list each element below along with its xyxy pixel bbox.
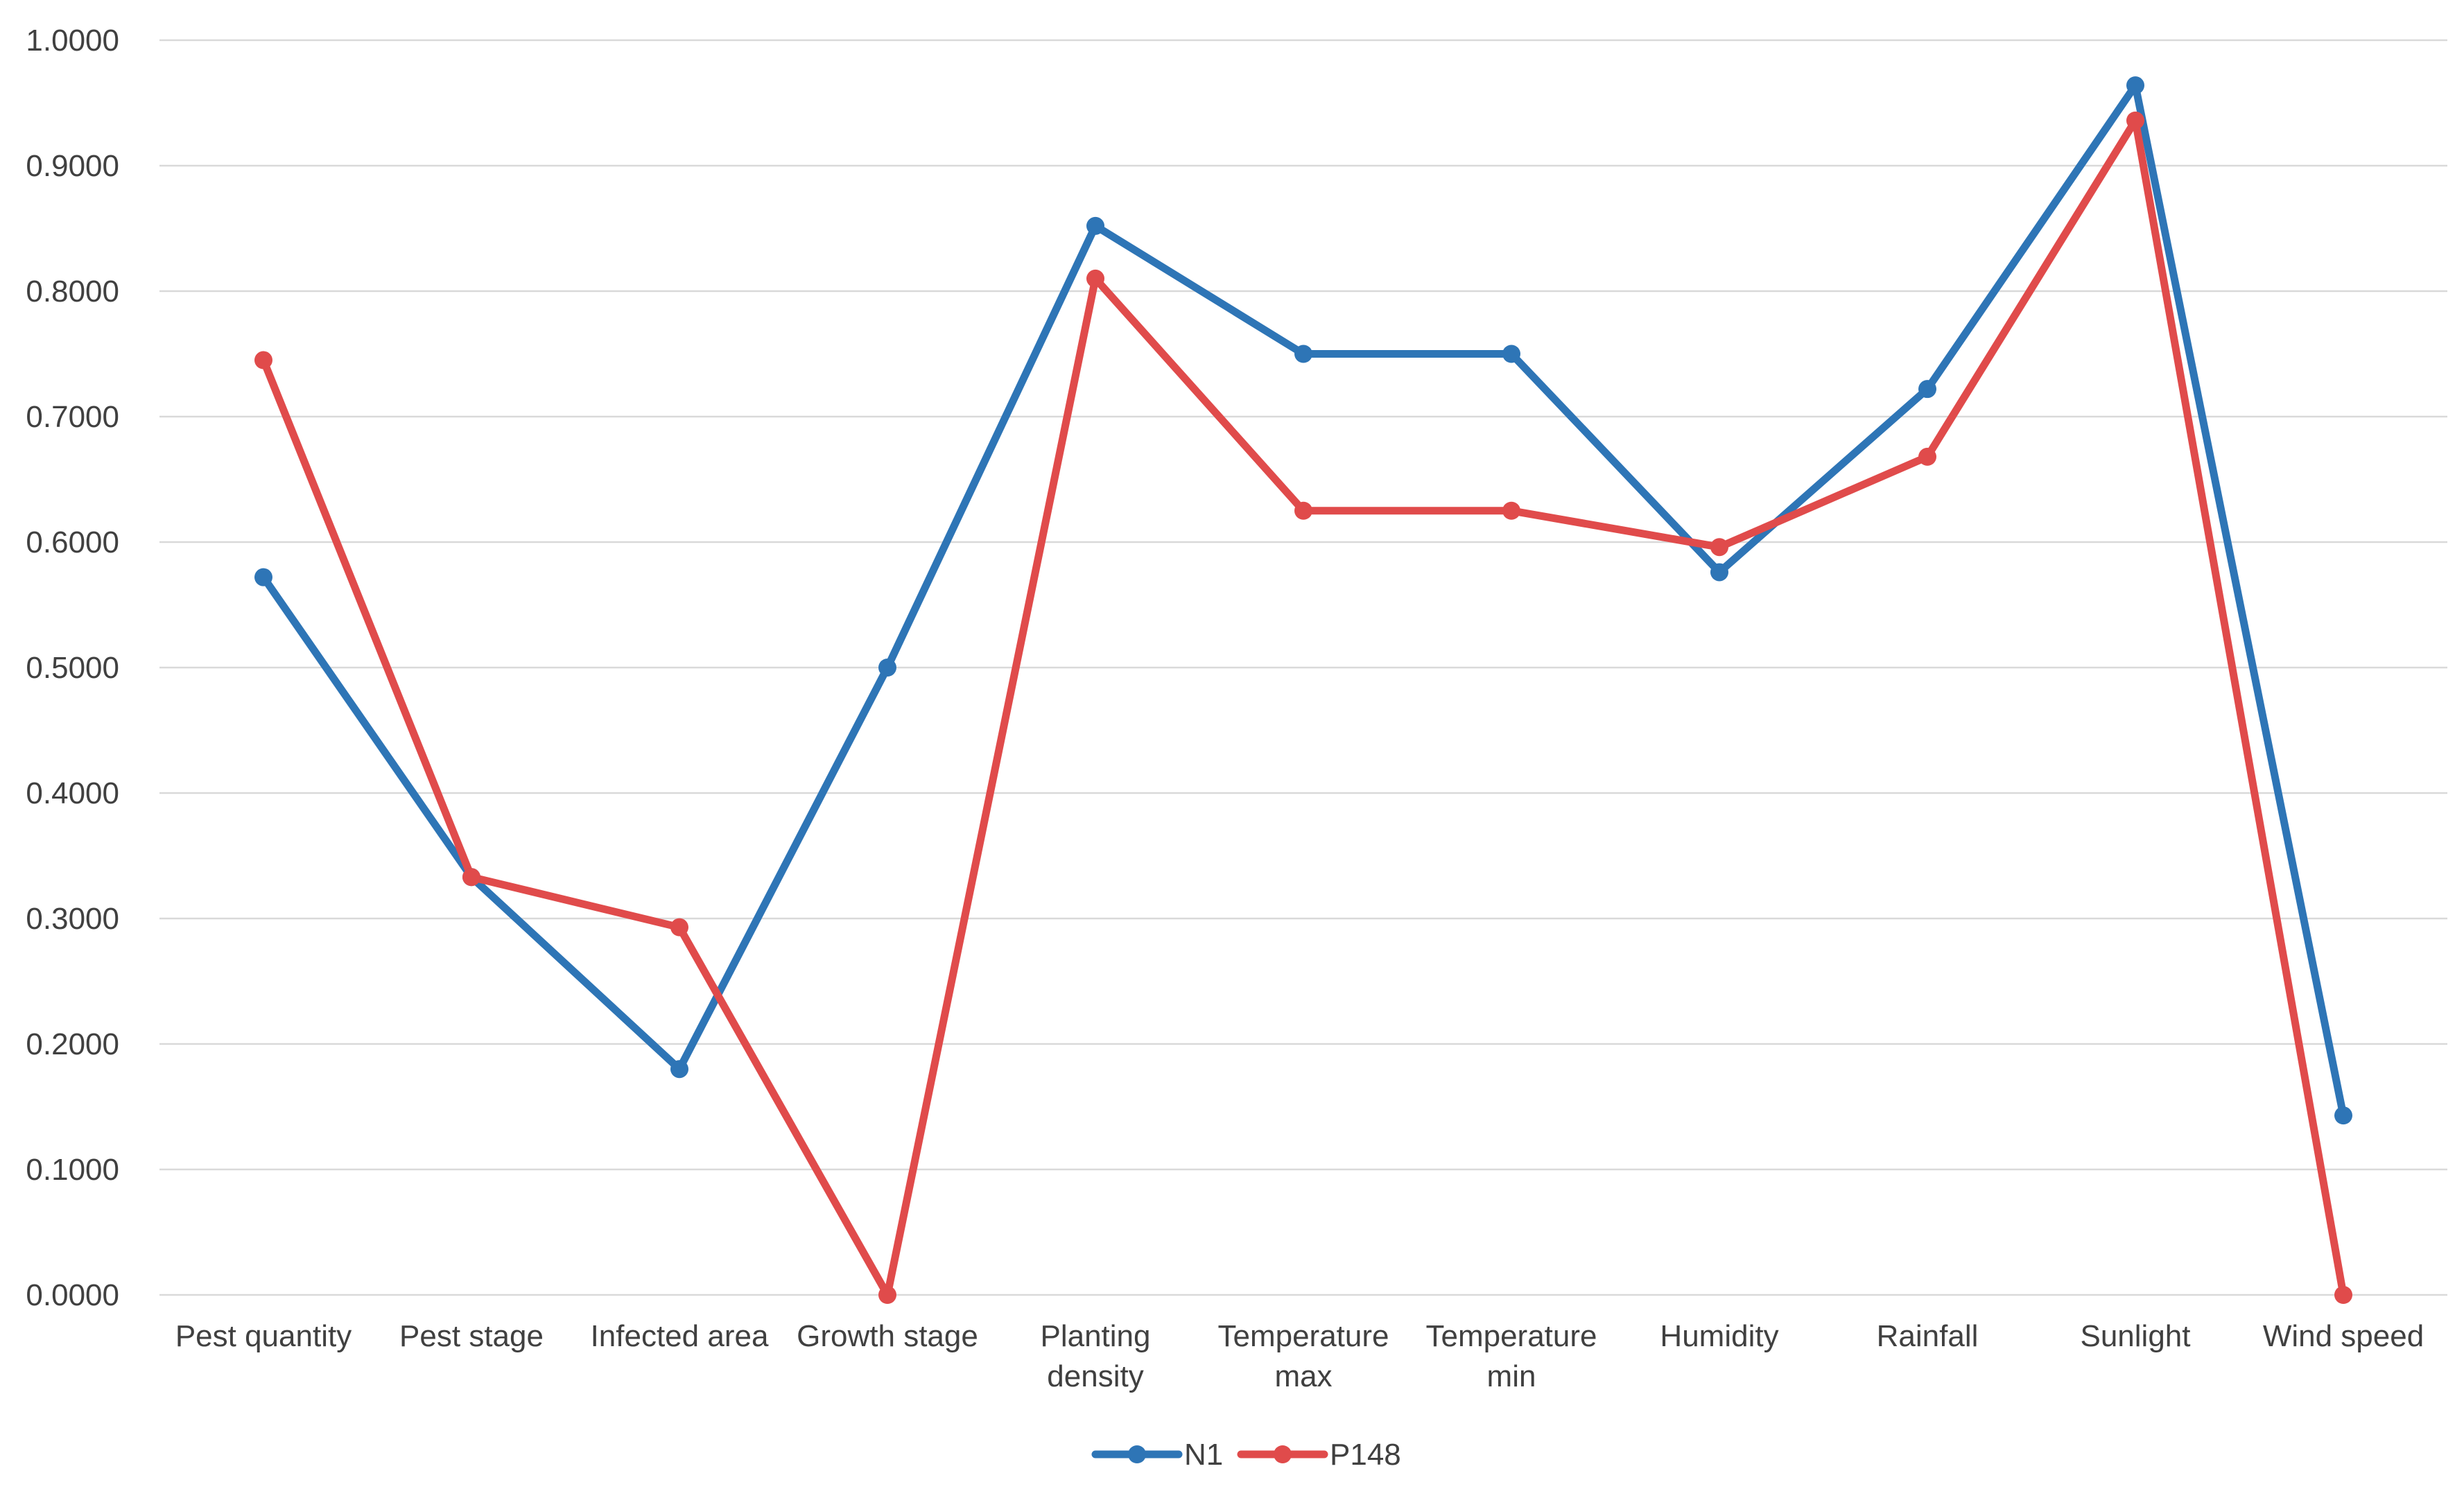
x-tick-label: Growth stage xyxy=(797,1319,978,1353)
x-tick-label: Infected area xyxy=(591,1319,769,1353)
data-point-p148 xyxy=(1502,501,1520,520)
y-tick-label: 0.9000 xyxy=(26,149,119,183)
data-point-n1 xyxy=(1710,563,1728,582)
legend-swatch-marker xyxy=(1128,1445,1146,1463)
data-point-p148 xyxy=(462,868,480,887)
x-tick-label: Planting density xyxy=(1040,1319,1150,1393)
data-point-n1 xyxy=(1294,345,1312,363)
x-tick-label: Wind speed xyxy=(2263,1319,2424,1353)
x-axis-tick-labels: Pest quantity Pest stage Infected area Grow… xyxy=(175,1319,2424,1393)
data-point-p148 xyxy=(1710,538,1728,557)
data-point-p148 xyxy=(670,918,688,937)
data-point-n1 xyxy=(1918,380,1936,399)
data-point-n1 xyxy=(2334,1106,2352,1125)
data-point-n1 xyxy=(2126,76,2144,95)
legend-label: P148 xyxy=(1330,1438,1401,1472)
y-axis-tick-labels: 0.0000 0.1000 0.2000 0.3000 0.4000 0.5000 0.60… xyxy=(26,24,119,1312)
x-tick-label: Temperature min xyxy=(1425,1319,1597,1393)
y-tick-label: 0.6000 xyxy=(26,525,119,559)
data-point-p148 xyxy=(1086,269,1104,288)
data-point-p148 xyxy=(878,1286,896,1304)
series-markers xyxy=(254,76,2352,1304)
y-tick-label: 0.7000 xyxy=(26,400,119,434)
y-tick-label: 0.1000 xyxy=(26,1153,119,1187)
x-tick-label: Temperature max xyxy=(1217,1319,1389,1393)
data-point-p148 xyxy=(1294,501,1312,520)
legend-label: N1 xyxy=(1184,1438,1223,1472)
x-tick-label: Pest stage xyxy=(399,1319,544,1353)
data-point-n1 xyxy=(878,659,896,677)
series-line-n1 xyxy=(259,81,2348,1120)
data-point-n1 xyxy=(670,1060,688,1079)
x-tick-label: Humidity xyxy=(1660,1319,1778,1353)
y-tick-label: 0.2000 xyxy=(26,1027,119,1061)
data-point-p148 xyxy=(254,351,272,369)
data-point-n1 xyxy=(254,568,272,586)
series-line-p148 xyxy=(259,116,2348,1299)
gridlines xyxy=(159,39,2447,1296)
data-point-p148 xyxy=(1918,447,1936,466)
data-point-n1 xyxy=(1502,345,1520,363)
y-tick-label: 0.4000 xyxy=(26,776,119,810)
legend-swatch-marker xyxy=(1274,1445,1292,1463)
series-lines xyxy=(259,81,2348,1299)
y-tick-label: 0.0000 xyxy=(26,1278,119,1312)
y-tick-label: 0.3000 xyxy=(26,902,119,936)
y-tick-label: 0.5000 xyxy=(26,651,119,685)
x-tick-label: Rainfall xyxy=(1877,1319,1979,1353)
x-tick-label: Pest quantity xyxy=(175,1319,352,1353)
x-tick-label: Sunlight xyxy=(2080,1319,2190,1353)
y-tick-label: 0.8000 xyxy=(26,275,119,308)
data-point-p148 xyxy=(2334,1286,2352,1304)
legend: N1 P148 xyxy=(1091,1438,1401,1472)
data-point-p148 xyxy=(2126,111,2144,130)
data-point-n1 xyxy=(1086,216,1104,235)
y-tick-label: 1.0000 xyxy=(26,24,119,58)
